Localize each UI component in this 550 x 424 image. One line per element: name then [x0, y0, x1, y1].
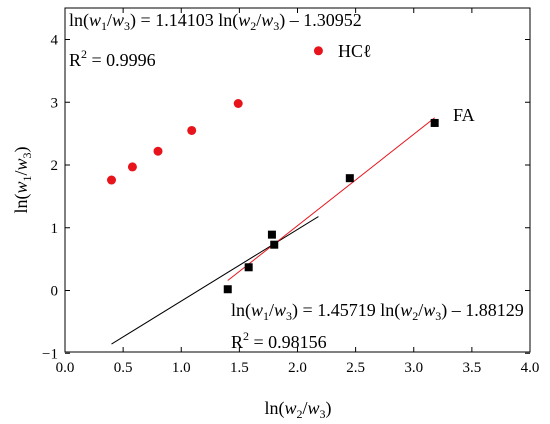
x-tick-label: 4.0 [521, 360, 540, 376]
data-point-fa [244, 263, 253, 272]
fit-line-fa [227, 117, 435, 281]
data-point-fa [267, 230, 276, 239]
y-tick-label: 1 [51, 221, 59, 237]
fit-lines [111, 117, 435, 345]
data-point-fa [223, 285, 232, 294]
x-tick-label: 3.5 [463, 360, 482, 376]
y-tick-label: 0 [51, 284, 59, 300]
fa-equation: ln(w1/w3) = 1.45719 ln(w2/w3) – 1.88129 [231, 300, 524, 323]
y-tick-label: 3 [51, 95, 59, 111]
data-point-hcl [233, 99, 243, 109]
series-label-fa: FA [453, 105, 475, 125]
series-label-hcl: HCℓ [338, 41, 372, 61]
x-tick-label: 1.0 [172, 360, 191, 376]
data-point-hcl [127, 162, 137, 172]
data-point-hcl [153, 146, 163, 156]
tick-labels: 0.0 0.5 1.0 1.5 2.0 2.5 3.0 3.5 4.0 −1 0 1 2 3 4 [42, 33, 539, 377]
x-tick-label: 2.5 [346, 360, 365, 376]
y-tick-label: −1 [42, 346, 58, 362]
y-tick-label: 4 [51, 33, 59, 49]
x-axis-title: ln(w2/w3) [264, 398, 331, 421]
x-tick-label: 1.5 [230, 360, 249, 376]
data-point-fa [270, 240, 279, 249]
fit-line-hcl [111, 216, 319, 345]
data-point-fa [345, 174, 354, 183]
axis-ticks [64, 8, 531, 354]
hcl-equation: ln(w1/w3) = 1.14103 ln(w2/w3) – 1.30952 [69, 10, 362, 33]
x-tick-label: 0.5 [114, 360, 133, 376]
y-axis-title: ln(w1/w3) [11, 146, 34, 213]
x-tick-label: 2.0 [288, 360, 307, 376]
data-point-fa [430, 118, 439, 127]
data-markers [107, 46, 439, 294]
x-tick-label: 0.0 [56, 360, 75, 376]
y-tick-label: 2 [51, 158, 59, 174]
fa-r2: R2 = 0.98156 [231, 329, 327, 352]
data-point-hcl [187, 125, 197, 135]
hcl-r2: R2 = 0.9996 [69, 47, 156, 70]
x-tick-label: 3.0 [404, 360, 423, 376]
data-point-hcl [107, 175, 116, 185]
data-point-hcl [313, 46, 323, 56]
